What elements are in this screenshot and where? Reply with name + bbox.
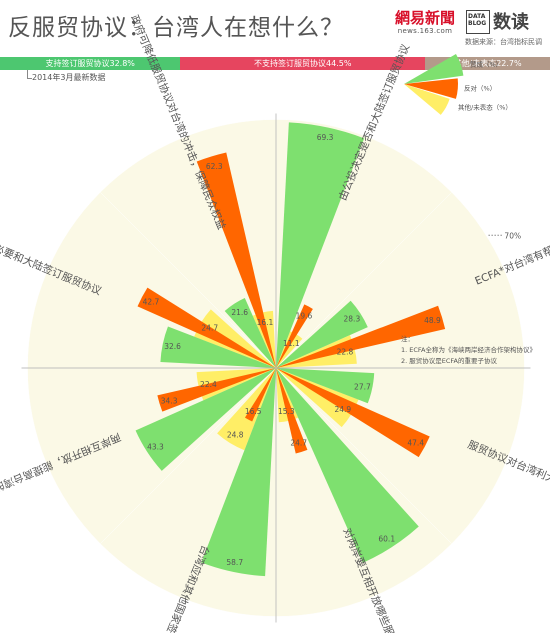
value-label-support-1: 28.3 [344,315,361,324]
value-label-oppose-4: 16.5 [245,407,262,416]
footnotes: 注： 1. ECFA全称为《海峡两岸经济合作架构协议》 2. 服贸协议是ECFA… [401,334,536,367]
wedge-oppose-2 [276,368,430,458]
value-label-other-2: 24.9 [334,405,351,414]
wedge-support-7 [224,297,276,368]
value-label-oppose-7: 62.3 [206,162,223,171]
wedge-other-0 [276,331,303,368]
wedge-support-3 [276,368,419,563]
axis-lines [21,113,531,623]
value-label-support-3: 60.1 [378,535,395,544]
wedge-oppose-7 [196,152,276,368]
legend-swatch-0 [404,54,464,84]
wedge-support-6 [160,326,276,368]
chart-legend: 赞成（%） 反对（%） 其他/未表态（%） [404,54,512,115]
wedge-support-2 [276,368,375,404]
summary-support-segment: 支持签订服贸协议32.8% [0,57,181,70]
legend-label-1: 反对（%） [464,84,496,93]
value-label-support-4: 58.7 [226,558,243,567]
wedge-support-5 [135,368,276,471]
wedge-other-1 [276,335,357,368]
date-note-bracket [27,70,32,79]
value-label-other-5: 22.4 [200,380,217,389]
value-label-support-6: 32.6 [164,342,181,351]
page-title: 反服贸协议：台湾人在想什么？ [8,15,344,41]
summary-oppose-segment: 不支持签订服贸协议44.5% [180,57,426,70]
wedge-oppose-5 [157,368,276,412]
ref-ring-label: 70% [504,231,521,240]
value-label-oppose-3: 24.7 [290,438,307,447]
wedge-other-7 [252,310,276,368]
chart-wedges [135,122,446,577]
footnote-heading: 注： [401,335,414,343]
value-label-support-7: 21.6 [231,308,248,317]
wedge-oppose-6 [137,287,276,368]
wedge-other-3 [276,368,299,423]
wedge-oppose-0 [276,304,313,368]
value-label-other-1: 22.8 [337,347,354,356]
wedge-other-2 [276,368,359,428]
value-label-support-2: 27.7 [354,382,371,391]
wedge-support-1 [276,300,368,368]
netease-url: news.163.com [397,27,453,35]
value-label-oppose-6: 42.7 [143,298,160,307]
value-label-other-0: 11.1 [283,339,300,348]
value-label-other-3: 15.3 [278,407,295,416]
footnote-2: 2. 服贸协议是ECFA的重要子协议 [401,357,498,365]
data-source: 数据来源：台湾指标民调 [465,38,542,46]
wedge-other-6 [194,309,276,368]
wedge-oppose-3 [276,368,308,454]
wedge-support-0 [276,122,365,368]
value-label-oppose-0: 19.6 [296,311,313,320]
legend-swatch-2 [404,84,450,115]
wedge-support-4 [201,368,276,577]
wedge-oppose-1 [276,305,446,368]
value-label-support-5: 43.3 [147,442,164,451]
footnote-1: 1. ECFA全称为《海峡两岸经济合作架构协议》 [401,346,537,354]
value-label-other-7: 16.1 [257,318,274,327]
value-label-other-4: 24.8 [227,431,244,440]
wedge-oppose-4 [244,368,276,422]
shudu-logo: 数读 [493,12,529,33]
legend-label-0: 赞成（%） [470,59,502,68]
value-label-support-0: 69.3 [317,133,334,142]
value-label-other-6: 24.7 [201,323,218,332]
value-label-oppose-2: 47.4 [407,438,424,447]
wedge-other-5 [196,368,276,401]
value-label-oppose-5: 34.3 [161,397,178,406]
wedge-other-4 [217,368,276,451]
legend-label-2: 其他/未表态（%） [458,102,512,111]
legend-swatch-1 [404,78,458,99]
netease-logo: 網易新聞 news.163.com [392,9,458,36]
date-note: 2014年3月最新数据 [32,73,106,82]
value-label-oppose-1: 48.9 [424,316,441,325]
netease-brand: 網易新聞 [394,9,455,27]
datablog-logo: DATA BLOG [466,10,490,34]
